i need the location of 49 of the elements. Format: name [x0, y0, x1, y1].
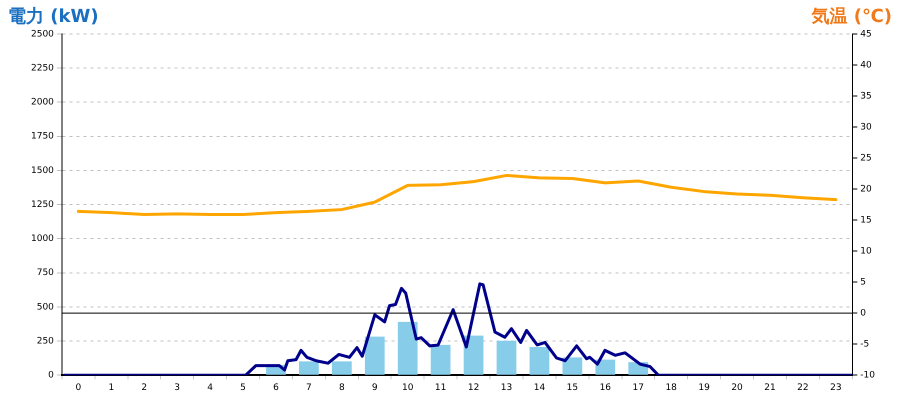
x-tick-label: 15	[566, 382, 578, 393]
y-tick-label: 2250	[31, 63, 54, 74]
y-tick-label: 1250	[31, 200, 54, 210]
y-tick-label: 1500	[31, 166, 54, 176]
y-tick-label: 250	[36, 336, 54, 346]
y-tick-label: 500	[36, 302, 54, 312]
x-tick-label: 14	[534, 382, 546, 393]
y2-tick-label: -5	[860, 340, 870, 350]
y-tick-label: 750	[36, 268, 54, 278]
y2-tick-label: 40	[860, 60, 872, 70]
x-tick-label: 13	[500, 382, 512, 393]
x-tick-label: 23	[830, 382, 842, 393]
x-tick-label: 8	[338, 382, 345, 393]
y-tick-label: 1750	[31, 132, 54, 142]
x-tick-label: 17	[632, 382, 644, 393]
x-tick-label: 20	[731, 382, 744, 393]
y2-tick-label: 5	[860, 277, 866, 288]
x-tick-label: 21	[764, 382, 776, 393]
x-tick-label: 1	[108, 382, 114, 393]
y2-tick-label: 15	[860, 215, 872, 226]
y-tick-label: 2500	[31, 29, 54, 40]
x-tick-label: 19	[698, 382, 710, 393]
y2-tick-label: 10	[860, 246, 872, 256]
y-axis-title: 電力 (kW)	[8, 5, 99, 28]
y2-tick-label: 0	[860, 308, 866, 319]
y2-axis-title: 気温 (℃)	[811, 5, 892, 28]
x-tick-label: 5	[240, 382, 246, 393]
x-tick-label: 0	[76, 382, 82, 393]
x-tick-label: 4	[207, 382, 214, 393]
y-tick-label: 0	[48, 370, 54, 381]
y2-tick-label: 30	[860, 122, 872, 132]
x-tick-label: 12	[468, 382, 480, 393]
x-tick-label: 3	[174, 382, 180, 393]
y2-tick-label: 35	[860, 91, 872, 102]
y-tick-label: 1000	[31, 234, 54, 244]
y2-tick-label: 25	[860, 153, 872, 164]
y2-tick-label: 45	[860, 29, 872, 40]
x-tick-label: 7	[306, 382, 312, 393]
x-tick-label: 10	[402, 382, 414, 393]
x-tick-label: 22	[797, 382, 809, 393]
x-tick-label: 18	[665, 382, 678, 393]
y2-tick-label: 20	[860, 184, 872, 194]
x-tick-label: 6	[273, 382, 280, 393]
x-tick-label: 16	[600, 382, 612, 393]
x-tick-label: 9	[372, 382, 378, 393]
y-tick-label: 2000	[31, 98, 54, 108]
x-tick-label: 2	[141, 382, 148, 393]
x-tick-label: 11	[434, 382, 446, 393]
y2-tick-label: -10	[860, 370, 876, 381]
